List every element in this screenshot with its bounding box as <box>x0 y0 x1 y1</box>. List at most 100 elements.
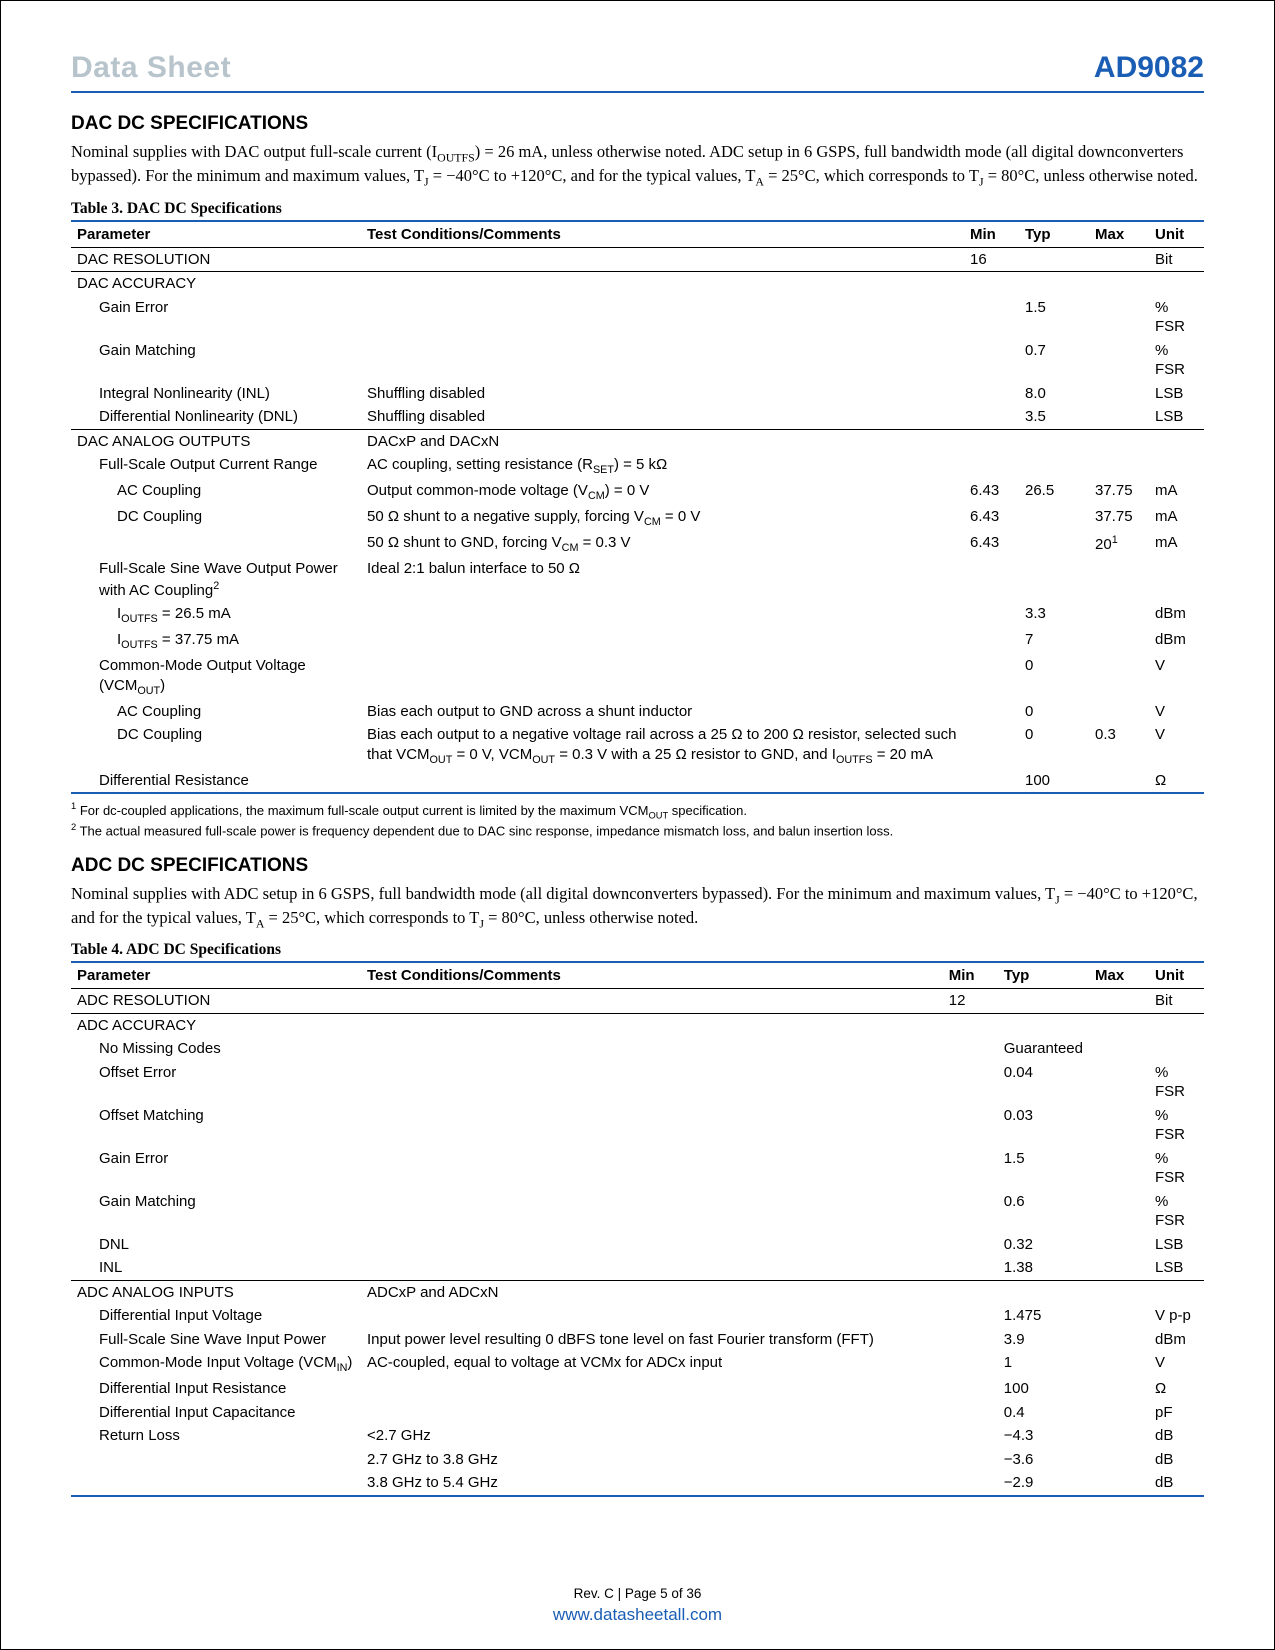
col-conditions: Test Conditions/Comments <box>361 221 964 248</box>
cell-max <box>1089 1104 1149 1147</box>
cell-param: INL <box>71 1256 361 1280</box>
cell-param: Full-Scale Output Current Range <box>71 453 361 479</box>
cell-param: DAC ACCURACY <box>71 272 361 296</box>
cell-max <box>1089 989 1149 1014</box>
cell-typ: 0.4 <box>998 1401 1089 1425</box>
cell-unit <box>1149 1037 1204 1061</box>
cell-cond: ADCxP and ADCxN <box>361 1280 943 1304</box>
cell-typ: 100 <box>998 1377 1089 1401</box>
cell-min <box>943 1328 998 1352</box>
cell-unit: % FSR <box>1149 339 1204 382</box>
cell-typ: 26.5 <box>1019 479 1089 505</box>
cell-cond <box>361 628 964 654</box>
cell-max <box>1089 1280 1149 1304</box>
cell-typ: 3.3 <box>1019 602 1089 628</box>
cell-min <box>964 382 1019 406</box>
table-row: Differential Input Voltage1.475V p-p <box>71 1304 1204 1328</box>
cell-cond: Input power level resulting 0 dBFS tone … <box>361 1328 943 1352</box>
cell-typ <box>1019 505 1089 531</box>
cell-param: DAC RESOLUTION <box>71 247 361 272</box>
cell-typ <box>1019 247 1089 272</box>
cell-cond <box>361 1377 943 1401</box>
cell-min <box>943 1104 998 1147</box>
cell-typ: 1.5 <box>998 1147 1089 1190</box>
cell-cond: Ideal 2:1 balun interface to 50 Ω <box>361 557 964 602</box>
cell-param: No Missing Codes <box>71 1037 361 1061</box>
table-row: Differential Input Resistance100Ω <box>71 1377 1204 1401</box>
table-row: INL1.38LSB <box>71 1256 1204 1280</box>
cell-typ <box>1019 557 1089 602</box>
cell-unit <box>1149 1280 1204 1304</box>
cell-typ: 1.475 <box>998 1304 1089 1328</box>
cell-max: 201 <box>1089 531 1149 557</box>
table-row: ADC ACCURACY <box>71 1013 1204 1037</box>
cell-max <box>1089 405 1149 429</box>
cell-typ <box>1019 531 1089 557</box>
table-dac-dc: Parameter Test Conditions/Comments Min T… <box>71 220 1204 795</box>
table-row: Offset Matching0.03% FSR <box>71 1104 1204 1147</box>
cell-param: Common-Mode Input Voltage (VCMIN) <box>71 1351 361 1377</box>
cell-unit: % FSR <box>1149 296 1204 339</box>
source-link[interactable]: www.datasheetall.com <box>1 1605 1274 1625</box>
table-row: DC CouplingBias each output to a negativ… <box>71 723 1204 769</box>
cell-cond: 3.8 GHz to 5.4 GHz <box>361 1471 943 1496</box>
cell-min <box>964 628 1019 654</box>
cell-max <box>1089 1256 1149 1280</box>
cell-cond <box>361 1061 943 1104</box>
cell-max <box>1089 1233 1149 1257</box>
cell-unit: % FSR <box>1149 1190 1204 1233</box>
cell-param: ADC ANALOG INPUTS <box>71 1280 361 1304</box>
cell-max <box>1089 769 1149 794</box>
cell-param: Offset Error <box>71 1061 361 1104</box>
cell-min <box>943 1377 998 1401</box>
cell-min <box>964 602 1019 628</box>
col-max: Max <box>1089 221 1149 248</box>
table-row: Gain Error1.5% FSR <box>71 296 1204 339</box>
cell-unit: dB <box>1149 1471 1204 1496</box>
cell-cond <box>361 296 964 339</box>
table-row: Full-Scale Output Current RangeAC coupli… <box>71 453 1204 479</box>
table-row: Full-Scale Sine Wave Output Power with A… <box>71 557 1204 602</box>
cell-min <box>964 453 1019 479</box>
col-parameter: Parameter <box>71 221 361 248</box>
cell-param: Differential Input Capacitance <box>71 1401 361 1425</box>
cell-max <box>1089 1328 1149 1352</box>
cell-unit: dB <box>1149 1448 1204 1472</box>
cell-min <box>943 1190 998 1233</box>
cell-unit: % FSR <box>1149 1147 1204 1190</box>
cell-max <box>1089 453 1149 479</box>
cell-max <box>1089 1424 1149 1448</box>
cell-unit <box>1149 453 1204 479</box>
cell-cond: 2.7 GHz to 3.8 GHz <box>361 1448 943 1472</box>
table-row: Gain Error1.5% FSR <box>71 1147 1204 1190</box>
cell-unit: V <box>1149 723 1204 769</box>
cell-unit: V <box>1149 1351 1204 1377</box>
cell-unit: dBm <box>1149 602 1204 628</box>
cell-cond <box>361 1304 943 1328</box>
cell-cond <box>361 247 964 272</box>
cell-param: Gain Error <box>71 296 361 339</box>
col-min: Min <box>964 221 1019 248</box>
cell-max: 37.75 <box>1089 479 1149 505</box>
cell-cond <box>361 1256 943 1280</box>
cell-typ <box>998 1013 1089 1037</box>
cell-min: 16 <box>964 247 1019 272</box>
cell-unit: Bit <box>1149 247 1204 272</box>
cell-param: Gain Matching <box>71 1190 361 1233</box>
cell-cond: 50 Ω shunt to GND, forcing VCM = 0.3 V <box>361 531 964 557</box>
table-body-adc: ADC RESOLUTION12BitADC ACCURACYNo Missin… <box>71 989 1204 1496</box>
section-intro-dac: Nominal supplies with DAC output full-sc… <box>71 141 1204 190</box>
cell-min: 6.43 <box>964 505 1019 531</box>
cell-min <box>943 1471 998 1496</box>
col-conditions: Test Conditions/Comments <box>361 962 943 989</box>
cell-param: Offset Matching <box>71 1104 361 1147</box>
cell-typ <box>998 1280 1089 1304</box>
cell-param: AC Coupling <box>71 479 361 505</box>
cell-unit: LSB <box>1149 405 1204 429</box>
table-row: Integral Nonlinearity (INL)Shuffling dis… <box>71 382 1204 406</box>
section-title-adc: ADC DC SPECIFICATIONS <box>71 855 1204 877</box>
cell-typ: 0.04 <box>998 1061 1089 1104</box>
table-row: Gain Matching0.6% FSR <box>71 1190 1204 1233</box>
cell-unit: mA <box>1149 505 1204 531</box>
cell-typ <box>1019 453 1089 479</box>
